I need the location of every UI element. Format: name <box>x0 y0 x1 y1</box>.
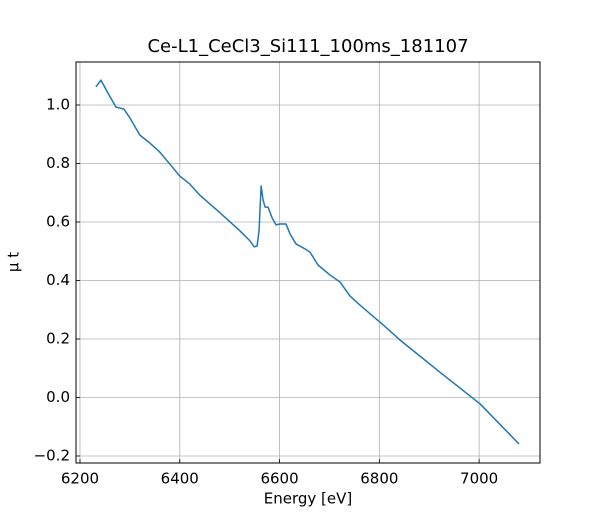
y-tick-label: 0.0 <box>46 388 70 406</box>
x-axis-label: Energy [eV] <box>264 490 352 508</box>
grid <box>76 62 540 463</box>
plot-area <box>95 79 520 445</box>
x-tick-label: 6800 <box>360 470 398 488</box>
data-line <box>95 79 520 445</box>
y-tick-label: 0.8 <box>46 154 70 172</box>
y-tick-label: 0.6 <box>46 212 70 230</box>
x-tick-label: 6400 <box>161 470 199 488</box>
x-tick-label: 6200 <box>61 470 99 488</box>
y-axis-label: μ t <box>5 252 23 272</box>
y-tick-label: 0.2 <box>46 329 70 347</box>
y-tick-label: 0.4 <box>46 271 70 289</box>
y-tick-label: 1.0 <box>46 95 70 113</box>
y-tick-label: −0.2 <box>34 446 70 464</box>
x-tick-label: 7000 <box>460 470 498 488</box>
x-tick-label: 6600 <box>260 470 298 488</box>
axes-frame <box>75 61 541 464</box>
chart-title: Ce-L1_CeCl3_Si111_100ms_181107 <box>147 36 468 57</box>
